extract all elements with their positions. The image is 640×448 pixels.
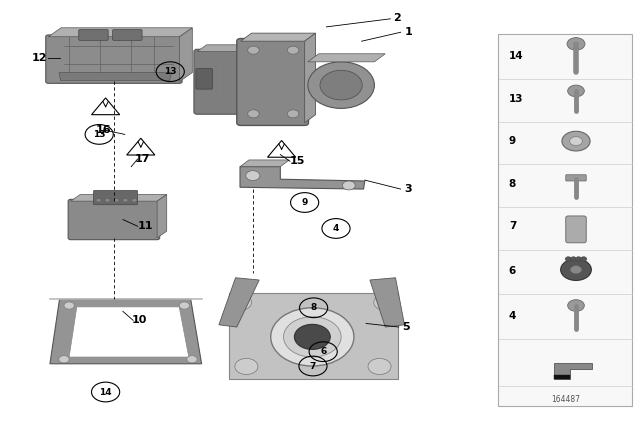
Polygon shape: [241, 45, 250, 112]
FancyBboxPatch shape: [79, 30, 108, 40]
Polygon shape: [69, 307, 189, 357]
Text: 14: 14: [509, 51, 524, 61]
Circle shape: [575, 257, 582, 261]
Circle shape: [64, 302, 74, 309]
Text: 9: 9: [301, 198, 308, 207]
Polygon shape: [305, 33, 316, 123]
Text: 13: 13: [164, 67, 177, 76]
Text: 4: 4: [509, 311, 516, 321]
FancyBboxPatch shape: [237, 39, 308, 125]
Circle shape: [342, 181, 355, 190]
FancyBboxPatch shape: [566, 175, 586, 181]
FancyBboxPatch shape: [113, 30, 142, 40]
Circle shape: [123, 198, 128, 202]
Polygon shape: [229, 293, 398, 379]
Circle shape: [105, 198, 110, 202]
Polygon shape: [219, 278, 259, 327]
Circle shape: [132, 198, 137, 202]
Text: 16: 16: [96, 125, 111, 135]
Circle shape: [570, 137, 582, 146]
Text: 4: 4: [333, 224, 339, 233]
Text: 11: 11: [138, 221, 154, 231]
Text: 8: 8: [509, 179, 516, 189]
Polygon shape: [70, 194, 166, 201]
Circle shape: [308, 62, 374, 108]
Circle shape: [248, 46, 259, 54]
Text: 10: 10: [132, 315, 147, 325]
Text: 6: 6: [509, 266, 516, 276]
Text: 6: 6: [320, 347, 326, 356]
Circle shape: [567, 38, 585, 50]
Polygon shape: [554, 363, 592, 379]
Polygon shape: [240, 167, 365, 189]
Circle shape: [235, 358, 258, 375]
Text: 2: 2: [393, 13, 401, 23]
Circle shape: [565, 257, 572, 261]
Circle shape: [294, 324, 330, 349]
Circle shape: [228, 294, 252, 310]
Text: 13: 13: [93, 130, 106, 139]
Circle shape: [287, 46, 299, 54]
Circle shape: [568, 300, 584, 311]
Circle shape: [374, 294, 397, 310]
Text: 9: 9: [509, 136, 516, 146]
Polygon shape: [49, 28, 192, 37]
Circle shape: [561, 259, 591, 280]
Text: 17: 17: [134, 154, 150, 164]
Polygon shape: [197, 45, 250, 52]
Text: 7: 7: [509, 221, 516, 231]
Text: 164487: 164487: [551, 395, 580, 404]
FancyBboxPatch shape: [93, 190, 138, 205]
Circle shape: [248, 110, 259, 118]
Circle shape: [368, 358, 391, 375]
Circle shape: [568, 85, 584, 97]
Circle shape: [96, 198, 101, 202]
Text: 3: 3: [404, 184, 412, 194]
Circle shape: [271, 308, 354, 366]
Circle shape: [187, 356, 197, 363]
Circle shape: [580, 257, 587, 261]
Polygon shape: [179, 28, 192, 82]
Polygon shape: [370, 278, 404, 327]
Polygon shape: [240, 160, 289, 167]
FancyBboxPatch shape: [554, 375, 570, 379]
Circle shape: [179, 302, 189, 309]
FancyBboxPatch shape: [566, 216, 586, 243]
Polygon shape: [241, 33, 316, 41]
Text: 12: 12: [32, 53, 47, 63]
Text: 15: 15: [290, 156, 305, 166]
Text: 1: 1: [404, 27, 412, 37]
Polygon shape: [59, 73, 172, 81]
Circle shape: [284, 317, 341, 357]
Text: 13: 13: [509, 94, 524, 103]
Circle shape: [562, 131, 590, 151]
Text: 14: 14: [99, 388, 112, 396]
Circle shape: [287, 110, 299, 118]
Circle shape: [570, 257, 577, 261]
FancyBboxPatch shape: [46, 35, 182, 83]
Circle shape: [320, 70, 362, 100]
Text: 5: 5: [403, 322, 410, 332]
FancyBboxPatch shape: [498, 34, 632, 406]
FancyBboxPatch shape: [196, 69, 212, 89]
Polygon shape: [50, 299, 202, 364]
FancyBboxPatch shape: [68, 199, 160, 240]
Circle shape: [114, 198, 119, 202]
Text: 7: 7: [310, 362, 316, 370]
Circle shape: [570, 266, 582, 274]
Text: 8: 8: [310, 303, 317, 312]
FancyBboxPatch shape: [194, 49, 244, 114]
Polygon shape: [308, 54, 385, 62]
Polygon shape: [157, 194, 166, 238]
Circle shape: [59, 356, 69, 363]
Circle shape: [246, 171, 260, 181]
